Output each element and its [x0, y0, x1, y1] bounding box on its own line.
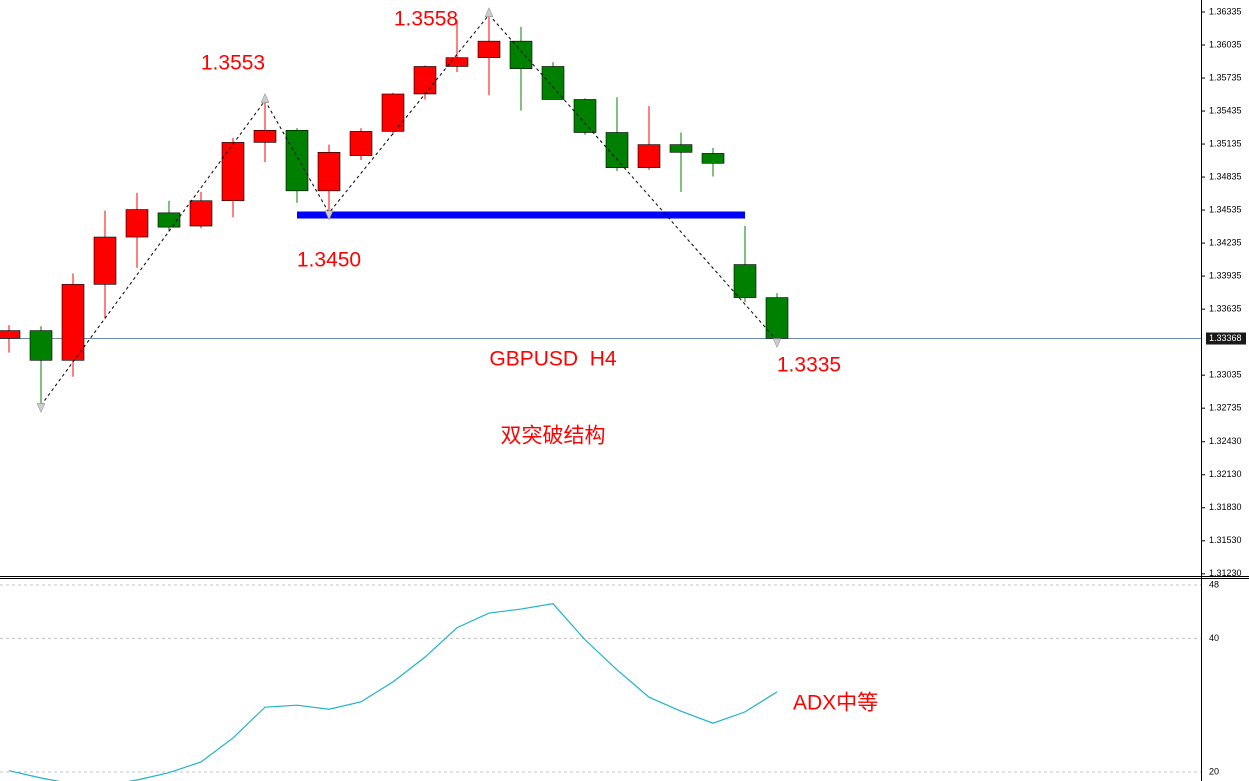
y-tick-label: 1.33635: [1209, 304, 1242, 314]
price-annotation: 1.3335: [777, 354, 841, 377]
y-tick-label: 1.35735: [1209, 72, 1242, 82]
y-tick-label: 20: [1209, 766, 1219, 776]
adx-annotation: ADX中等: [793, 692, 878, 715]
y-tick-label: 1.34235: [1209, 237, 1242, 247]
y-tick-label: 1.35435: [1209, 105, 1242, 115]
y-tick-label: 1.36035: [1209, 39, 1242, 49]
y-tick-label: 1.31530: [1209, 535, 1242, 545]
candle-body: [413, 66, 437, 95]
candle-body: [445, 57, 469, 67]
candle-body: [221, 142, 245, 202]
y-tick-label: 1.31830: [1209, 502, 1242, 512]
candle-body: [61, 284, 85, 361]
candle-body: [157, 212, 181, 228]
candle-body: [605, 132, 629, 169]
zigzag-line: [40, 13, 778, 406]
y-tick-label: 1.32735: [1209, 403, 1242, 413]
y-tick-label: 1.35135: [1209, 138, 1242, 148]
candle-body: [509, 40, 533, 69]
adx-panel: [0, 584, 1201, 781]
y-tick-label: 48: [1209, 579, 1219, 589]
price-label: 1.33368: [1209, 333, 1242, 343]
candle-body: [765, 297, 789, 339]
chart-title: GBPUSD H4: [489, 348, 617, 371]
candle-body: [0, 330, 21, 339]
candle-body: [573, 99, 597, 133]
y-tick-label: 1.36335: [1209, 6, 1242, 16]
candle-body: [381, 93, 405, 132]
candle-body: [317, 152, 341, 192]
y-tick-label: 1.32430: [1209, 436, 1242, 446]
zigzag-marker: [36, 403, 46, 414]
candle-body: [477, 40, 501, 58]
candle-body: [93, 236, 117, 285]
y-tick-label: 1.31230: [1209, 568, 1242, 578]
candle-body: [29, 330, 53, 361]
zigzag-marker: [324, 210, 334, 221]
zigzag-marker: [484, 7, 494, 17]
y-tick-label: 1.34835: [1209, 171, 1242, 181]
candle-body: [125, 209, 149, 238]
y-tick-label: 1.33035: [1209, 370, 1242, 380]
y-tick-label: 1.32130: [1209, 469, 1242, 479]
labels: 1.36335 1.36035 1.35735 1.35435 1.35135 1.348…: [201, 6, 1246, 776]
chart-subtitle: 双突破结构: [501, 425, 606, 448]
candle-body: [669, 144, 693, 153]
price-annotation: 1.3553: [201, 52, 265, 75]
price-label-box: [1206, 332, 1246, 345]
zigzag-marker: [772, 338, 782, 349]
y-tick-label: 1.34535: [1209, 204, 1242, 214]
price-annotation: 1.3558: [394, 8, 458, 31]
candle-body: [285, 129, 309, 192]
candle-body: [733, 264, 757, 298]
zigzag-marker: [260, 92, 270, 103]
candle-body: [541, 66, 565, 100]
candle-body: [349, 131, 373, 156]
price-annotation: 1.3450: [297, 249, 361, 272]
candle-body: [701, 153, 725, 164]
candle-body: [637, 144, 661, 169]
candle-body: [189, 200, 213, 227]
candle-body: [253, 129, 277, 143]
y-tick-label: 40: [1209, 633, 1219, 643]
price-panel: [0, 7, 1201, 414]
y-tick-label: 1.33935: [1209, 270, 1242, 280]
adx-line: [8, 603, 778, 781]
